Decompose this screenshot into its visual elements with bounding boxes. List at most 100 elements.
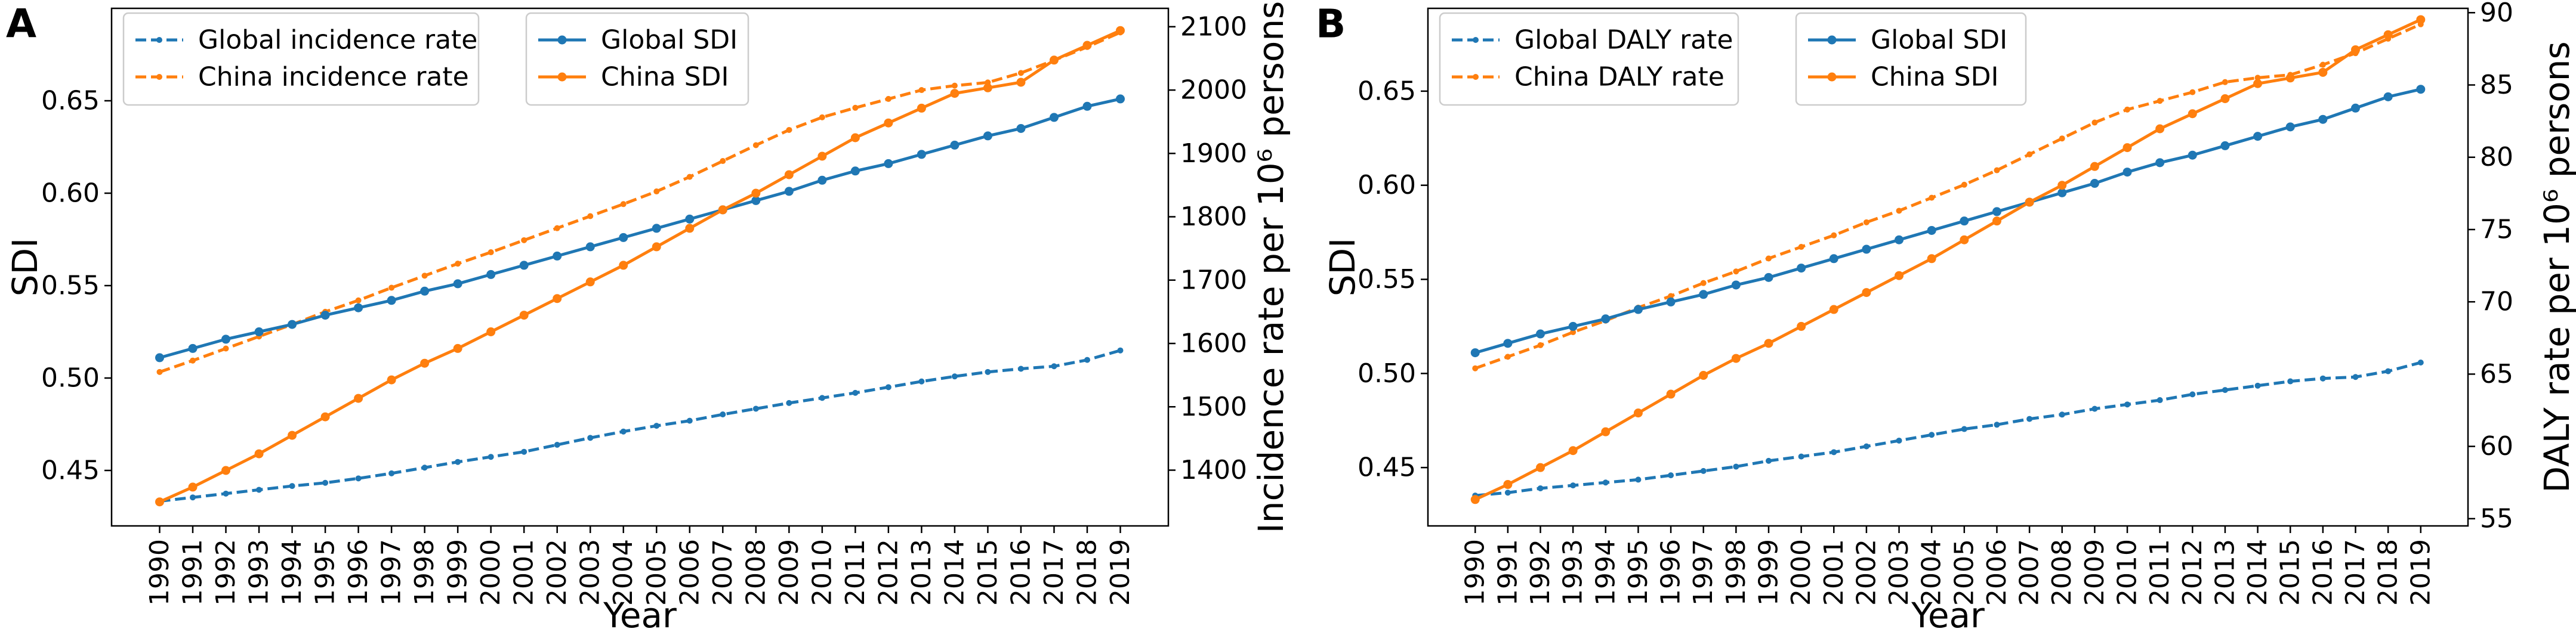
x-tick-label: 1992	[1525, 539, 1556, 606]
data-point	[2091, 119, 2098, 126]
x-tick-label: 2016	[1005, 539, 1036, 606]
data-point	[1017, 70, 1024, 76]
y2-tick-label: 70	[2480, 287, 2513, 317]
data-point	[1051, 363, 1057, 370]
x-tick-label: 2006	[674, 539, 705, 606]
data-point	[355, 297, 362, 303]
x-tick-label: 2004	[608, 539, 638, 606]
data-point	[985, 368, 991, 375]
data-point	[288, 431, 297, 440]
data-point	[884, 159, 893, 168]
data-point	[1765, 255, 1772, 262]
data-point	[188, 482, 198, 492]
y-tick-label: 0.65	[41, 86, 100, 116]
data-point	[288, 320, 297, 329]
data-point	[355, 475, 362, 482]
data-point	[2026, 416, 2033, 422]
data-point	[1960, 235, 1969, 244]
y2-tick-label: 55	[2480, 503, 2513, 534]
data-point	[1961, 181, 1967, 188]
data-point	[1017, 366, 1024, 372]
legend-box	[1439, 12, 1739, 106]
legend: Global DALY rate China DALY rate	[1439, 12, 1739, 106]
x-tick-label: 1993	[244, 539, 274, 606]
data-point	[718, 205, 727, 215]
y-tick-label: 0.65	[1358, 76, 1416, 106]
data-point	[420, 358, 430, 368]
data-point	[686, 174, 693, 180]
data-point	[620, 201, 627, 207]
x-tick-label: 2008	[2047, 539, 2077, 606]
data-point	[585, 277, 595, 287]
data-point	[2155, 124, 2165, 134]
data-point	[1568, 321, 1578, 331]
x-tick-label: 2010	[807, 539, 837, 606]
data-point	[1700, 280, 1707, 286]
x-tick-label: 2002	[542, 539, 572, 606]
data-point	[2254, 75, 2261, 81]
data-point	[1764, 272, 1773, 282]
data-point	[1733, 463, 1739, 470]
data-point	[1829, 305, 1838, 314]
x-tick-label: 2016	[2307, 539, 2338, 606]
data-point	[786, 126, 792, 133]
data-point	[918, 378, 925, 385]
data-point	[885, 384, 891, 391]
y-axis-label: SDI	[1322, 238, 1363, 297]
data-point	[1797, 264, 1806, 273]
data-point	[1472, 365, 1479, 371]
data-point	[852, 104, 859, 111]
data-point	[983, 131, 992, 141]
legend-box	[122, 12, 480, 106]
data-point	[653, 188, 660, 195]
data-point	[2124, 106, 2131, 113]
y-tick-label: 0.45	[41, 456, 100, 486]
x-tick-label: 1990	[144, 539, 175, 606]
legend-label: China DALY rate	[1514, 62, 1724, 92]
data-point	[2416, 85, 2426, 94]
data-point	[221, 335, 231, 344]
data-point	[190, 357, 196, 364]
data-point	[1927, 254, 1936, 264]
data-point	[653, 423, 660, 429]
data-point	[2124, 401, 2131, 408]
panel-label: A	[6, 1, 36, 47]
plot-frame	[1427, 7, 2469, 527]
data-point	[884, 118, 893, 128]
data-point	[819, 395, 825, 401]
data-point	[1831, 232, 1837, 239]
data-point	[1082, 101, 1092, 111]
x-tick-label: 2010	[2112, 539, 2143, 606]
data-point	[1570, 329, 1577, 336]
x-axis-label: Year	[603, 595, 677, 636]
data-point	[322, 479, 329, 486]
data-point	[2318, 67, 2328, 77]
data-point	[2091, 405, 2098, 412]
series-line	[1475, 361, 2421, 497]
data-point	[2122, 168, 2132, 177]
data-point	[453, 343, 462, 353]
data-point	[587, 213, 594, 219]
data-point	[784, 170, 794, 179]
data-point	[1863, 219, 1869, 225]
data-point	[1537, 485, 1544, 491]
x-tick-label: 2009	[2080, 539, 2110, 606]
x-axis-label: Year	[1911, 595, 1985, 636]
data-point	[155, 353, 164, 363]
data-point	[850, 166, 860, 176]
data-point	[2090, 179, 2099, 188]
data-point	[917, 103, 926, 113]
x-tick-label: 2013	[2210, 539, 2240, 606]
x-tick-label: 2015	[973, 539, 1003, 606]
legend-label: China SDI	[601, 62, 729, 92]
y-tick-label: 0.55	[41, 271, 100, 301]
data-point	[983, 83, 992, 92]
data-point	[223, 345, 229, 352]
data-point	[453, 279, 462, 289]
data-point	[1601, 427, 1611, 436]
x-tick-label: 2006	[1982, 539, 2012, 606]
x-tick-label: 1998	[409, 539, 440, 606]
x-tick-label: 2001	[509, 539, 539, 606]
y2-axis-label: DALY rate per 10⁶ persons	[2537, 41, 2576, 493]
data-point	[2253, 132, 2263, 141]
